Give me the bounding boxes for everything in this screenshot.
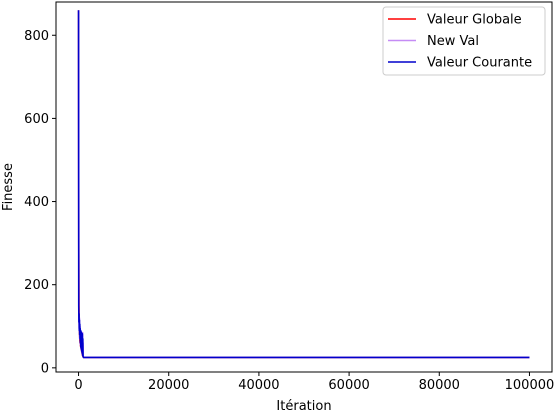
y-tick-label: 400 bbox=[24, 195, 49, 210]
legend-label-2: New Val bbox=[427, 34, 479, 49]
y-tick-label: 200 bbox=[24, 278, 49, 293]
x-tick-label: 80000 bbox=[419, 378, 460, 393]
series-line-3 bbox=[77, 10, 530, 359]
x-tick-label: 0 bbox=[74, 378, 82, 393]
x-tick-label: 60000 bbox=[328, 378, 369, 393]
legend-label-1: Valeur Globale bbox=[427, 13, 522, 28]
x-tick-label: 20000 bbox=[148, 378, 189, 393]
legend-label-3: Valeur Courante bbox=[427, 56, 532, 71]
y-tick-label: 800 bbox=[24, 29, 49, 44]
legend: Valeur Globale New Val Valeur Courante bbox=[382, 6, 546, 76]
plot-frame bbox=[55, 1, 553, 373]
y-axis-label: Finesse bbox=[1, 163, 16, 211]
y-tick-label: 0 bbox=[41, 361, 49, 376]
x-tick-label: 100000 bbox=[505, 378, 555, 393]
y-tick-label: 600 bbox=[24, 112, 49, 127]
x-tick-label: 40000 bbox=[238, 378, 279, 393]
series-group bbox=[77, 10, 530, 359]
x-axis: 0 20000 40000 60000 80000 100000 bbox=[74, 372, 554, 393]
x-axis-label: Itération bbox=[276, 399, 331, 414]
legend-box bbox=[382, 6, 546, 76]
y-axis: 0 200 400 600 800 bbox=[24, 29, 56, 376]
